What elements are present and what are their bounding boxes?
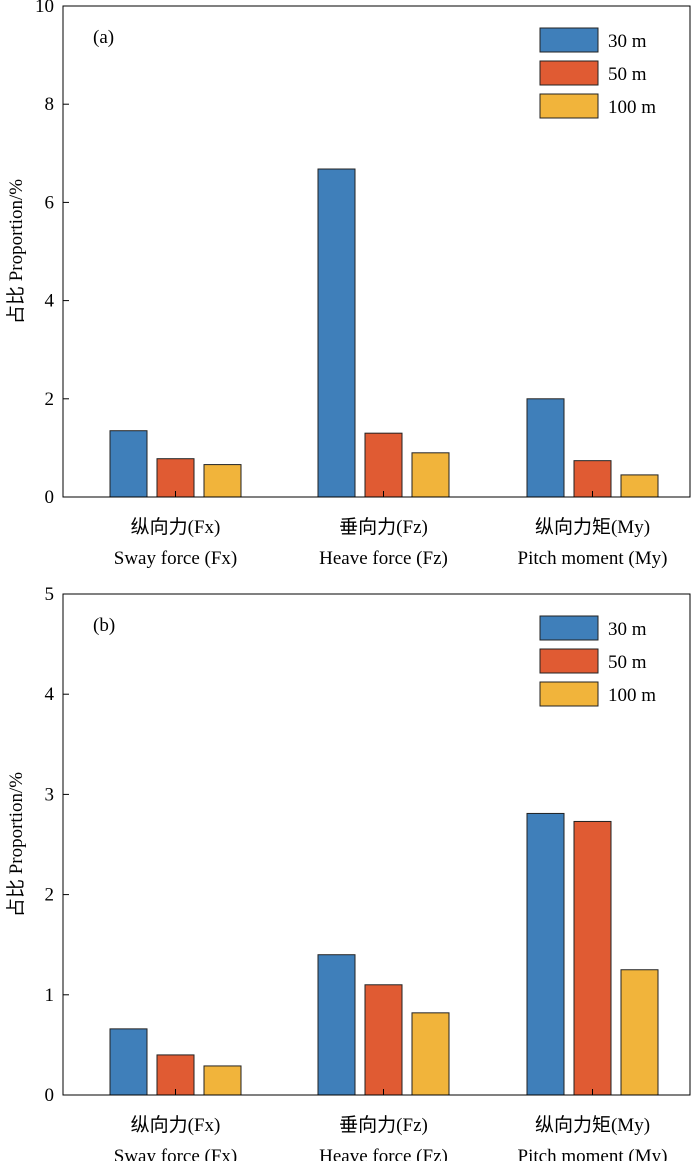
y-tick-label: 4 (45, 291, 55, 312)
bar-100m-cat2 (411, 1012, 450, 1096)
category-label-cn: 纵向力矩(My) (535, 1114, 650, 1136)
panel-b: 0 1 2 3 4 5 纵向力(Fx) Sway force (Fx) 垂向力(Fz) Heave… (5, 584, 691, 1161)
y-axis-label: 占比 Proportion/% (5, 179, 27, 324)
legend-label: 50 m (608, 652, 647, 673)
category-label-cn: 纵向力(Fx) (131, 1114, 221, 1136)
category-label-cn: 纵向力(Fx) (131, 516, 221, 538)
legend: 30 m 50 m 100 m (539, 615, 656, 707)
category-label-cn: 纵向力矩(My) (535, 516, 650, 538)
legend-swatch-30m (539, 615, 599, 641)
bar-30m-cat2 (317, 954, 356, 1096)
panel-label: (a) (93, 27, 114, 48)
legend: 30 m 50 m 100 m (539, 27, 656, 119)
bar-30m-cat1 (109, 430, 148, 498)
bar-100m-cat3 (620, 969, 659, 1096)
category-label-cn: 垂向力(Fz) (339, 1114, 428, 1136)
plot-frame (62, 5, 691, 498)
bar-50m-cat3 (573, 460, 612, 498)
legend-swatch-100m (539, 681, 599, 707)
legend-label: 100 m (608, 97, 656, 118)
y-tick-label: 2 (45, 389, 55, 410)
legend-swatch-100m (539, 93, 599, 119)
bar-50m-cat1 (156, 1054, 195, 1096)
y-axis-label: 占比 Proportion/% (5, 772, 27, 917)
bar-30m-cat2 (317, 168, 356, 498)
y-tick-label: 5 (45, 584, 55, 605)
y-tick-label: 0 (45, 487, 55, 508)
category-label-en: Heave force (Fz) (319, 1146, 448, 1161)
y-tick-label: 4 (45, 684, 55, 705)
y-tick-label: 3 (45, 784, 55, 805)
plot-frame (62, 593, 691, 1096)
category-label-en: Sway force (Fx) (114, 1146, 237, 1161)
panel-a: 0 2 4 6 8 10 纵向力(Fx) Sway force (Fx) 垂向力(Fz) Heav… (5, 0, 691, 569)
y-tick-label: 10 (35, 0, 54, 17)
legend-label: 50 m (608, 64, 647, 85)
legend-swatch-50m (539, 60, 599, 86)
y-tick-label: 6 (45, 192, 55, 213)
legend-swatch-50m (539, 648, 599, 674)
bar-30m-cat3 (526, 398, 565, 498)
legend-swatch-30m (539, 27, 599, 53)
y-tick-label: 0 (45, 1085, 55, 1106)
legend-label: 30 m (608, 31, 647, 52)
bar-50m-cat1 (156, 458, 195, 498)
bar-30m-cat1 (109, 1028, 148, 1096)
panel-label: (b) (93, 615, 115, 636)
bar-100m-cat1 (203, 1065, 242, 1096)
category-label-en: Sway force (Fx) (114, 548, 237, 569)
legend-label: 30 m (608, 619, 647, 640)
category-label-en: Heave force (Fz) (319, 548, 448, 569)
category-label-cn: 垂向力(Fz) (339, 516, 428, 538)
bar-50m-cat2 (364, 432, 403, 498)
bar-100m-cat3 (620, 474, 659, 498)
category-label-en: Pitch moment (My) (518, 1146, 668, 1161)
bar-100m-cat2 (411, 452, 450, 498)
bar-30m-cat3 (526, 812, 565, 1096)
y-tick-label: 2 (45, 885, 55, 906)
bar-50m-cat3 (573, 820, 612, 1096)
category-label-en: Pitch moment (My) (518, 548, 668, 569)
y-tick-label: 1 (45, 985, 55, 1006)
bar-50m-cat2 (364, 984, 403, 1096)
y-tick-label: 8 (45, 94, 55, 115)
legend-label: 100 m (608, 685, 656, 706)
bar-100m-cat1 (203, 464, 242, 498)
